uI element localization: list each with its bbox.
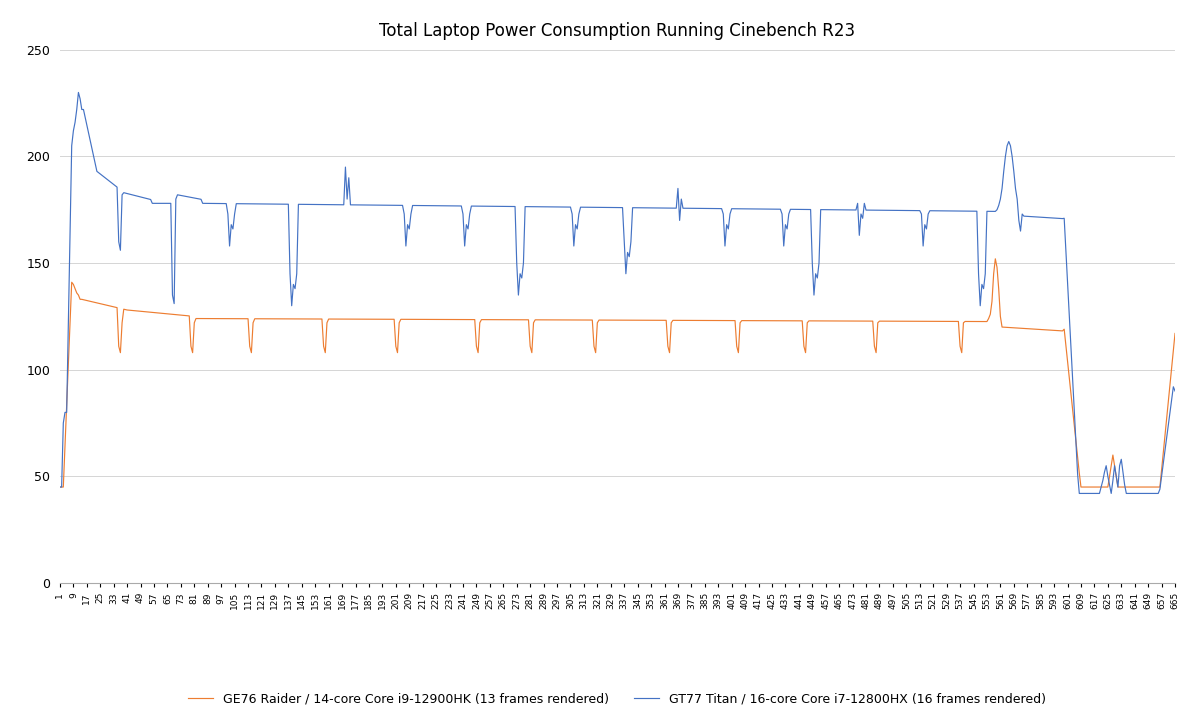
GT77 Titan / 16-core Core i7-12800HX (16 frames rendered) (1072, 489, 1086, 498)
GE76 Raider / 14-core Core i9-12900HK (13 frames rendered) (923, 317, 938, 326)
GT77 Titan / 16-core Core i7-12800HX (16 frames rendered) (71, 88, 85, 97)
GT77 Titan / 16-core Core i7-12800HX (16 frames rendered) (698, 204, 712, 213)
Line: GE76 Raider / 14-core Core i9-12900HK (13 frames rendered): GE76 Raider / 14-core Core i9-12900HK (1… (60, 259, 1175, 487)
GE76 Raider / 14-core Core i9-12900HK (13 frames rendered) (53, 483, 67, 491)
GT77 Titan / 16-core Core i7-12800HX (16 frames rendered) (1168, 387, 1182, 395)
GE76 Raider / 14-core Core i9-12900HK (13 frames rendered) (695, 316, 710, 325)
GT77 Titan / 16-core Core i7-12800HX (16 frames rendered) (1119, 489, 1133, 498)
Legend: GE76 Raider / 14-core Core i9-12900HK (13 frames rendered), GT77 Titan / 16-core: GE76 Raider / 14-core Core i9-12900HK (1… (183, 687, 1052, 710)
GE76 Raider / 14-core Core i9-12900HK (13 frames rendered) (1117, 483, 1132, 491)
GT77 Titan / 16-core Core i7-12800HX (16 frames rendered) (951, 207, 965, 215)
GE76 Raider / 14-core Core i9-12900HK (13 frames rendered) (988, 255, 1002, 263)
GE76 Raider / 14-core Core i9-12900HK (13 frames rendered) (1168, 329, 1182, 338)
GT77 Titan / 16-core Core i7-12800HX (16 frames rendered) (53, 483, 67, 491)
Title: Total Laptop Power Consumption Running Cinebench R23: Total Laptop Power Consumption Running C… (379, 22, 856, 40)
GT77 Titan / 16-core Core i7-12800HX (16 frames rendered) (820, 205, 835, 214)
GE76 Raider / 14-core Core i9-12900HK (13 frames rendered) (819, 316, 833, 325)
Line: GT77 Titan / 16-core Core i7-12800HX (16 frames rendered): GT77 Titan / 16-core Core i7-12800HX (16… (60, 92, 1175, 493)
GT77 Titan / 16-core Core i7-12800HX (16 frames rendered) (446, 202, 460, 210)
GE76 Raider / 14-core Core i9-12900HK (13 frames rendered) (444, 315, 458, 324)
GT77 Titan / 16-core Core i7-12800HX (16 frames rendered) (924, 206, 939, 215)
GE76 Raider / 14-core Core i9-12900HK (13 frames rendered) (950, 317, 964, 326)
